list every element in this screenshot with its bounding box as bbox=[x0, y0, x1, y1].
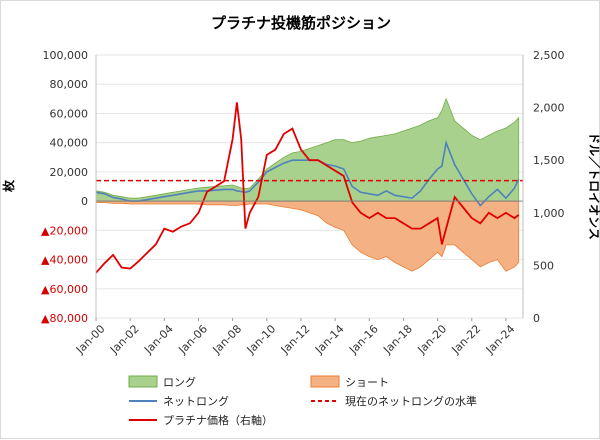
right-tick-label: 500 bbox=[533, 259, 554, 272]
x-axis-ticks: Jan-00 Jan-02 Jan-04 Jan-06 Jan-08 Jan-10 Jan-… bbox=[73, 318, 518, 357]
right-axis-ticks: 2,500 2,000 1,500 1,000 500 0 bbox=[533, 49, 565, 325]
legend-label: プラチナ価格（右軸） bbox=[163, 413, 273, 427]
platinum-price-line bbox=[95, 102, 520, 274]
legend-item: ネットロング bbox=[129, 394, 229, 408]
x-tick-label: Jan-24 bbox=[483, 322, 518, 357]
x-tick-label: Jan-16 bbox=[346, 322, 381, 357]
left-tick-label: 80,000 bbox=[50, 78, 89, 91]
legend-label: ネットロング bbox=[163, 394, 229, 408]
left-tick-label: ▲20,000 bbox=[41, 224, 88, 237]
x-tick-label: Jan-12 bbox=[278, 322, 313, 357]
right-tick-label: 2,500 bbox=[533, 49, 565, 62]
x-tick-label: Jan-18 bbox=[380, 322, 415, 357]
legend-item: 現在のネットロングの水準 bbox=[311, 394, 477, 408]
left-tick-label: 40,000 bbox=[50, 137, 89, 150]
right-tick-label: 1,500 bbox=[533, 154, 565, 167]
legend-item: ロング bbox=[128, 375, 196, 389]
x-tick-label: Jan-14 bbox=[312, 322, 347, 357]
x-tick-label: Jan-02 bbox=[107, 322, 142, 357]
long-area bbox=[95, 97, 520, 202]
legend-label: ショート bbox=[345, 376, 389, 389]
x-tick-label: Jan-20 bbox=[415, 322, 450, 357]
x-tick-label: Jan-10 bbox=[244, 322, 279, 357]
right-tick-label: 2,000 bbox=[533, 102, 565, 115]
x-tick-label: Jan-08 bbox=[210, 322, 245, 357]
left-tick-label: 20,000 bbox=[50, 166, 89, 179]
x-tick-label: Jan-06 bbox=[175, 322, 210, 357]
net-long-line bbox=[95, 139, 520, 207]
x-tick-label: Jan-00 bbox=[73, 322, 108, 357]
line-series bbox=[95, 102, 523, 274]
left-tick-label: ▲80,000 bbox=[41, 312, 88, 325]
right-tick-label: 0 bbox=[533, 312, 540, 325]
x-tick-label: Jan-22 bbox=[449, 322, 484, 357]
left-tick-label: ▲40,000 bbox=[41, 254, 88, 267]
legend-item: プラチナ価格（右軸） bbox=[129, 413, 273, 427]
legend-label: ロング bbox=[163, 375, 196, 389]
left-tick-label: 0 bbox=[81, 195, 88, 208]
left-tick-label: ▲60,000 bbox=[41, 283, 88, 296]
chart-title: プラチナ投機筋ポジション bbox=[211, 14, 391, 32]
x-tick-label: Jan-04 bbox=[141, 322, 176, 357]
legend-swatch bbox=[310, 375, 340, 388]
legend-swatch bbox=[128, 375, 158, 388]
area-series bbox=[95, 97, 520, 272]
legend-label: 現在のネットロングの水準 bbox=[345, 394, 477, 408]
left-axis-label: 枚 bbox=[1, 179, 16, 192]
left-axis-ticks: 100,000 80,000 60,000 40,000 20,000 0 ▲20,000 ▲… bbox=[41, 49, 88, 325]
left-tick-label: 100,000 bbox=[43, 49, 89, 62]
right-axis-label: ドル／トロイオンス bbox=[587, 132, 600, 240]
legend-item: ショート bbox=[310, 375, 389, 389]
short-area bbox=[95, 200, 520, 272]
right-tick-label: 1,000 bbox=[533, 207, 565, 220]
left-tick-label: 60,000 bbox=[50, 107, 89, 120]
